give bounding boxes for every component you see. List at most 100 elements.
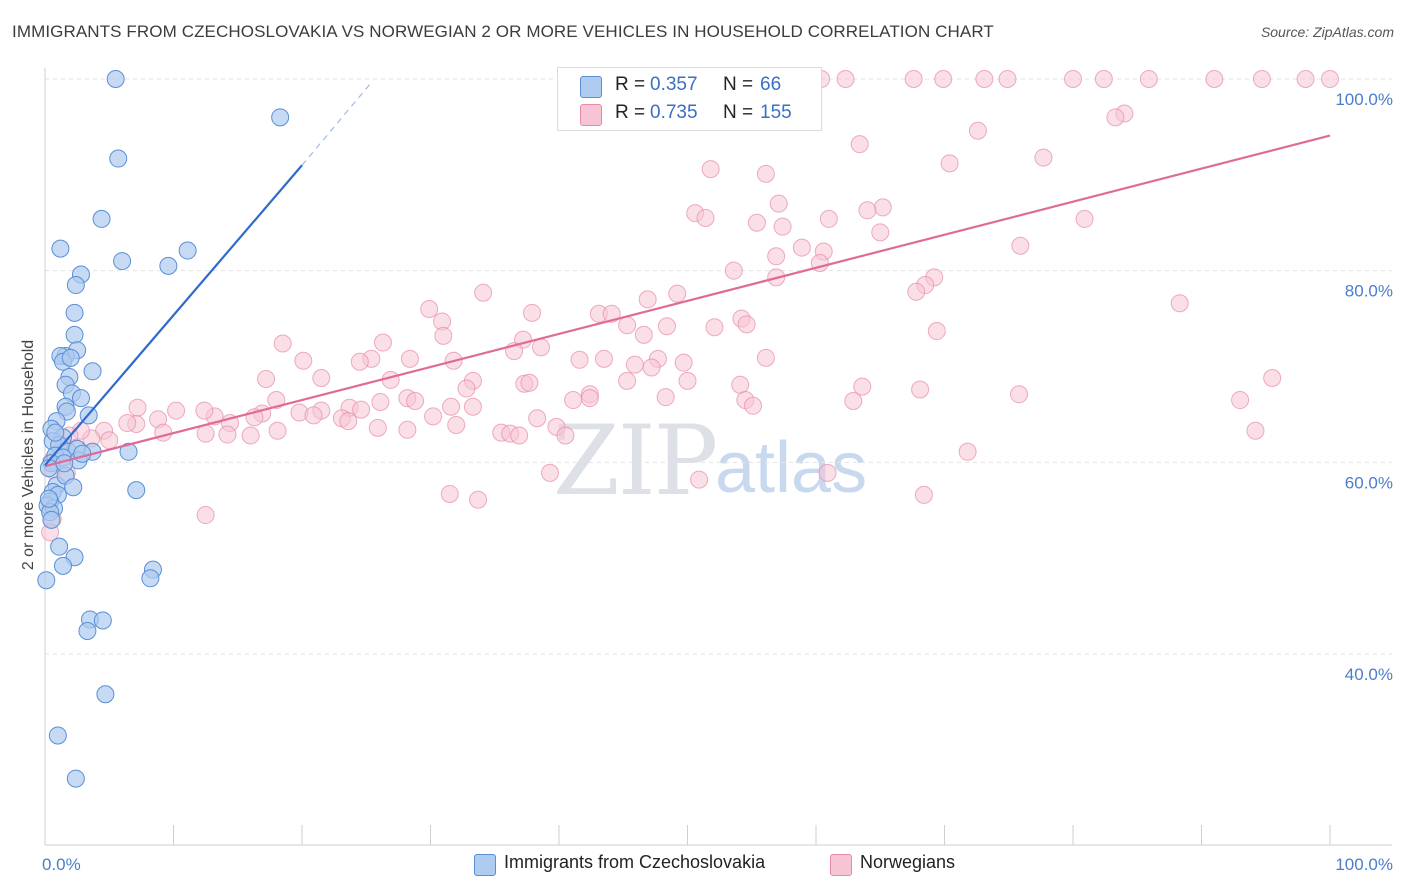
point-czechoslovakia [109,149,128,168]
point-norwegians [1011,236,1030,255]
point-czechoslovakia [92,209,111,228]
point-norwegians [294,351,313,370]
point-norwegians [737,315,756,334]
point-norwegians [696,208,715,227]
point-norwegians [968,121,987,140]
stats-legend: R = 0.357 N = 66 R = 0.735 N = 155 [557,67,822,131]
point-czechoslovakia [66,276,85,295]
tick-labels: 40.0% 60.0% 80.0% 100.0% 0.0% 100.0% [42,90,1393,874]
point-norwegians [911,380,930,399]
point-norwegians [836,70,855,88]
x-tick-label: 0.0% [42,855,81,874]
point-norwegians [1094,70,1113,88]
bottom-legend-swatch-blue [474,854,496,876]
bottom-legend-label: Immigrants from Czechoslovakia [504,852,766,872]
point-norwegians [634,325,653,344]
point-czechoslovakia [64,478,83,497]
point-norwegians [371,392,390,411]
point-czechoslovakia [159,256,178,275]
point-norwegians [744,396,763,415]
point-norwegians [927,322,946,341]
point-norwegians [196,424,215,443]
point-czechoslovakia [51,239,70,258]
point-norwegians [747,213,766,232]
point-norwegians [819,209,838,228]
point-norwegians [273,334,292,353]
legend-swatch-blue [580,76,602,98]
point-norwegians [368,418,387,437]
point-norwegians [1064,70,1082,88]
point-norwegians [792,238,811,257]
point-norwegians [907,282,926,301]
point-norwegians [975,70,994,88]
point-norwegians [773,217,792,236]
point-norwegians [339,412,358,431]
point-czechoslovakia [50,537,69,556]
point-norwegians [128,398,147,417]
point-norwegians [1170,294,1189,313]
point-norwegians [556,426,575,445]
point-norwegians [241,426,260,445]
legend-n-label: N = [723,102,754,123]
point-norwegians [381,370,400,389]
point-norwegians [625,355,644,374]
point-norwegians [312,369,331,387]
source-label: Source: ZipAtlas.com [1260,24,1394,40]
point-czechoslovakia [65,325,84,344]
trendline-czechoslovakia [44,164,303,466]
point-czechoslovakia [96,685,115,704]
point-norwegians [657,317,676,336]
legend-r-value: 0.735 [650,102,698,123]
point-norwegians [1321,70,1339,88]
point-czechoslovakia [53,556,72,575]
point-norwegians [350,352,369,371]
point-norwegians [580,389,599,408]
legend-n-label: N = [723,74,754,95]
point-czechoslovakia [48,726,67,745]
trendline-norwegians [44,134,1331,468]
point-czechoslovakia [119,442,138,461]
point-norwegians [564,391,583,410]
point-norwegians [447,415,466,434]
y-tick-label: 100.0% [1335,90,1393,109]
point-czechoslovakia [113,252,132,271]
point-norwegians [674,353,693,372]
point-norwegians [195,401,214,420]
point-norwegians [398,420,417,439]
point-norwegians [352,400,371,419]
point-norwegians [767,247,786,266]
legend-r-label: R = [615,102,646,123]
point-czechoslovakia [39,489,58,508]
point-norwegians [731,375,750,394]
y-tick-label: 60.0% [1345,473,1393,492]
chart-title: IMMIGRANTS FROM CZECHOSLOVAKIA VS NORWEG… [12,22,994,41]
legend-swatch-pink [580,104,602,126]
point-norwegians [218,425,237,444]
legend-r-value: 0.357 [650,74,698,95]
point-norwegians [904,70,923,88]
point-norwegians [1205,70,1224,88]
point-norwegians [424,407,443,426]
y-tick-label: 80.0% [1345,282,1393,301]
point-norwegians [934,70,953,88]
point-norwegians [510,426,529,445]
point-norwegians [756,348,775,367]
axes [44,68,1392,846]
point-norwegians [1075,209,1094,228]
y-axis-label: 2 or more Vehicles in Household [20,340,37,570]
point-czechoslovakia [106,70,125,88]
point-norwegians [1246,421,1265,440]
point-norwegians [434,326,453,345]
point-norwegians [818,463,837,482]
trendline-czechoslovakia-extension [301,80,374,166]
point-czechoslovakia [127,481,146,500]
point-czechoslovakia [73,444,92,463]
bottom-legend-swatch-pink [830,854,852,876]
point-norwegians [914,485,933,504]
point-czechoslovakia [93,611,112,630]
point-czechoslovakia [78,622,97,640]
point-norwegians [594,349,613,368]
point-norwegians [1034,148,1053,167]
point-norwegians [528,409,547,428]
point-norwegians [267,391,286,410]
